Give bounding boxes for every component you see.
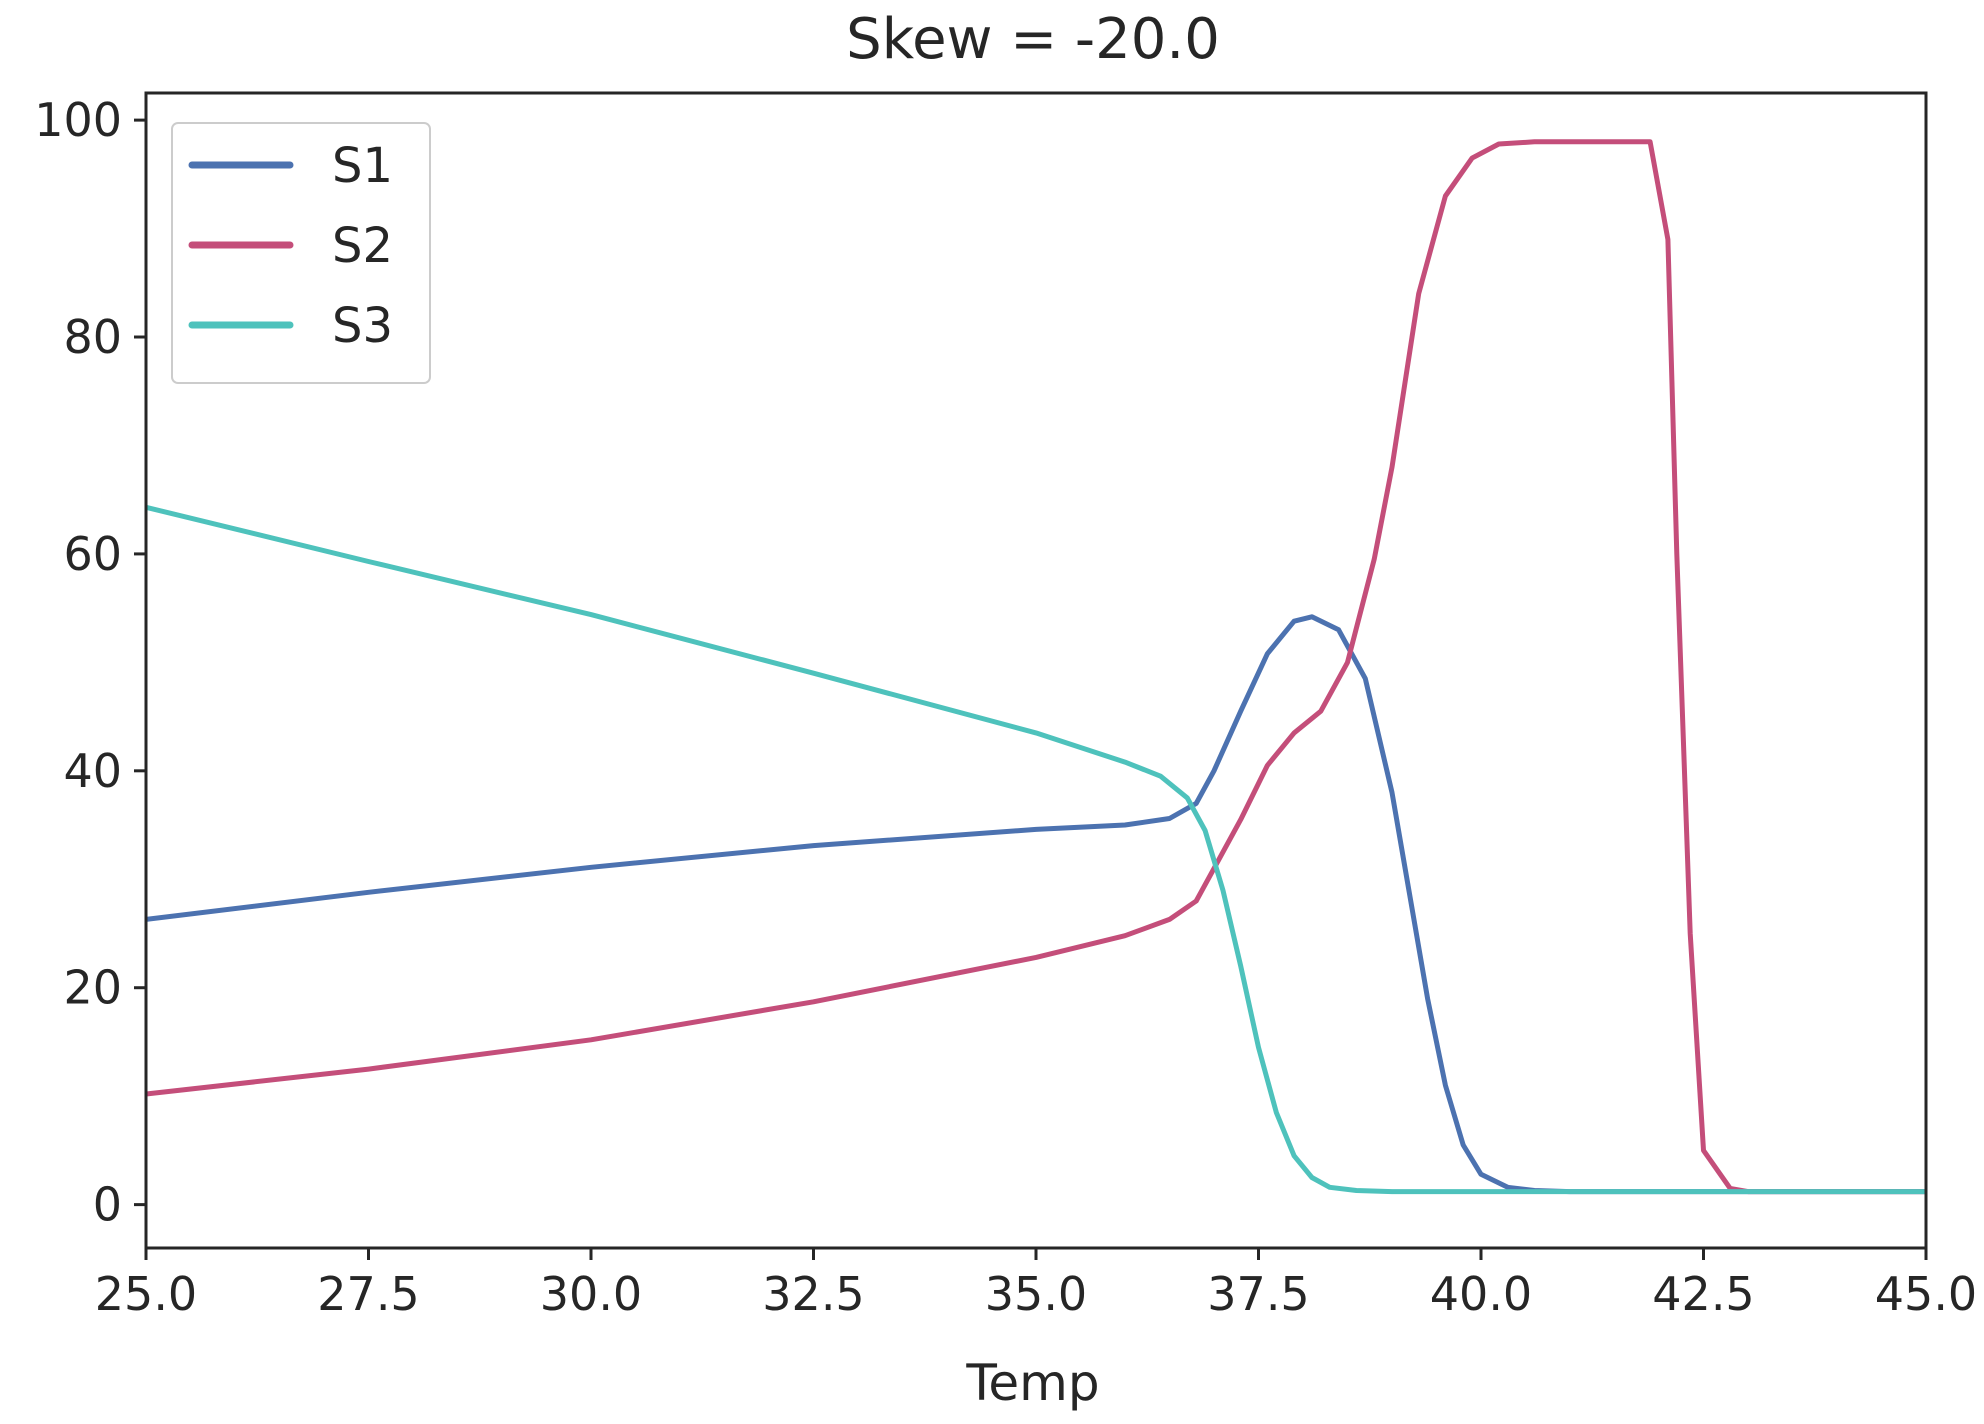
series-line-s2: [146, 139, 1926, 1195]
chart-title: Skew = -20.0: [846, 7, 1220, 72]
y-tick-label: 80: [63, 310, 122, 364]
x-tick-label: 42.5: [1652, 1267, 1754, 1321]
y-tick-label: 60: [63, 527, 122, 581]
x-tick-label: 45.0: [1875, 1267, 1977, 1321]
axes: 25.0 27.5 30.0 32.5 35.0 37.5 40.0 42.5 45.0 0 20 4…: [34, 91, 1977, 1321]
plot-area: [146, 139, 1926, 1195]
x-tick-label: 32.5: [762, 1267, 864, 1321]
legend-label-s2: S2: [332, 218, 393, 274]
y-tick-label: 40: [63, 744, 122, 798]
x-tick-label: 30.0: [540, 1267, 642, 1321]
x-tick-label: 35.0: [985, 1267, 1087, 1321]
legend: S1 S2 S3: [171, 122, 431, 384]
x-tick-label: 25.0: [95, 1267, 197, 1321]
legend-label-s1: S1: [332, 138, 393, 194]
legend-label-s3: S3: [332, 298, 393, 354]
x-tick-label: 40.0: [1430, 1267, 1532, 1321]
y-tick-label: 20: [63, 961, 122, 1015]
series-line-s3: [146, 504, 1926, 1195]
x-axis-label: Temp: [965, 1354, 1099, 1412]
y-tick-label: 0: [93, 1178, 122, 1232]
y-tick-label: 100: [34, 93, 122, 147]
x-tick-label: 27.5: [317, 1267, 419, 1321]
x-tick-label: 37.5: [1207, 1267, 1309, 1321]
legend-box: [171, 122, 431, 384]
